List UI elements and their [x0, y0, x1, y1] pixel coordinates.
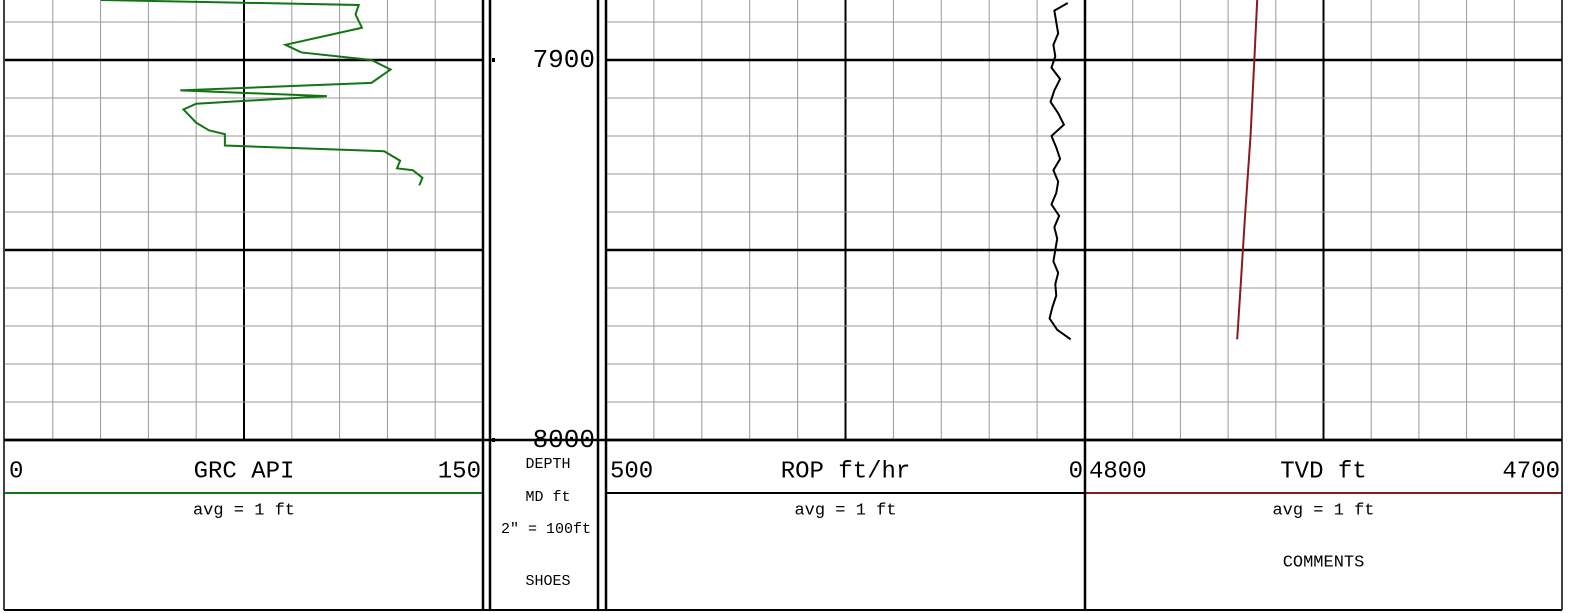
track-name: GRC API [194, 458, 295, 485]
x-tick-label: 4800 [1089, 458, 1147, 485]
log-curve [100, 0, 424, 186]
x-tick-label: 150 [438, 458, 481, 485]
log-curve [1236, 0, 1259, 340]
depth-scale: 2" = 100ft [501, 521, 591, 538]
depth-tick [492, 58, 495, 63]
track-name: ROP ft/hr [781, 458, 911, 485]
track-note: avg = 1 ft [193, 501, 295, 520]
track-note: avg = 1 ft [1272, 501, 1374, 520]
track-note: avg = 1 ft [794, 501, 896, 520]
track-extra: COMMENTS [1283, 553, 1365, 572]
x-tick-label: 4700 [1502, 458, 1560, 485]
log-curve [1048, 2, 1072, 341]
depth-label: DEPTH [525, 456, 570, 473]
track-name: TVD ft [1280, 458, 1366, 485]
depth-tick-label: 7900 [533, 45, 595, 75]
x-tick-label: 0 [1069, 458, 1083, 485]
depth-note: SHOES [525, 573, 570, 590]
x-tick-label: 0 [9, 458, 23, 485]
depth-unit: MD ft [525, 489, 570, 506]
x-tick-label: 500 [610, 458, 653, 485]
